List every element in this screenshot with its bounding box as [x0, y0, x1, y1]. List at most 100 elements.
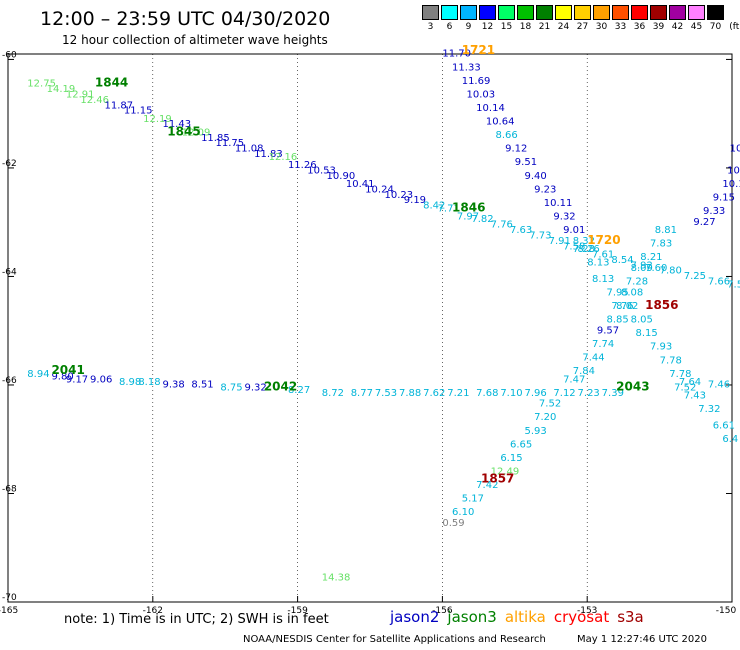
credit-text: NOAA/NESDIS Center for Satellite Applica… [243, 634, 546, 645]
swh-value: 7.52 [674, 382, 696, 393]
swh-value: 10.0 [727, 165, 740, 176]
legend-swatch [707, 5, 724, 20]
legend-label: 21 [538, 22, 551, 32]
swh-value: 7.39 [602, 388, 624, 399]
swh-value: 9.57 [597, 325, 619, 336]
swh-value: 9.40 [524, 171, 546, 182]
legend-label: 42 [671, 22, 684, 32]
swh-value: 7.83 [650, 239, 672, 250]
swh-value: 8.27 [288, 385, 310, 396]
swh-value: 7.61 [592, 249, 614, 260]
swh-value: 8.72 [322, 388, 344, 399]
legend-label: 30 [595, 22, 608, 32]
swh-value: 8.54 [611, 255, 633, 266]
lon-label: -165 [0, 606, 18, 616]
pass-time-label: 1846 [452, 200, 485, 214]
legend-label: 45 [690, 22, 703, 32]
swh-value: 7.93 [650, 342, 672, 353]
legend-label: 36 [633, 22, 646, 32]
swh-value: 7.92 [631, 260, 653, 271]
legend-swatch [536, 5, 553, 20]
swh-value: 8.81 [655, 225, 677, 236]
swh-value: 12.49 [491, 466, 520, 477]
swh-value: 11.08 [235, 144, 264, 155]
legend-label: 18 [519, 22, 532, 32]
lat-label: -62 [2, 159, 17, 169]
swh-value: 8.21 [640, 252, 662, 263]
legend-units: (ft) [729, 22, 740, 32]
swh-value: 7.20 [534, 412, 556, 423]
swh-value: 12.91 [66, 89, 95, 100]
swh-value: 7.53 [727, 279, 740, 290]
lat-label: -64 [2, 267, 17, 277]
swh-value: 10.41 [346, 179, 375, 190]
satellite-jason3: jason3 [447, 608, 497, 626]
lon-label: -162 [143, 606, 163, 616]
swh-value: 7.66 [708, 277, 730, 288]
swh-value: 11.83 [254, 149, 283, 160]
swh-value: 7.88 [399, 388, 421, 399]
swh-value: 7.73 [529, 230, 551, 241]
swh-value: 7.74 [592, 339, 614, 350]
pass-time-label: 1844 [95, 76, 128, 90]
swh-value: 12.16 [269, 152, 298, 163]
credit-line: NOAA/NESDIS Center for Satellite Applica… [243, 634, 707, 645]
swh-value: 7.47 [563, 374, 585, 385]
swh-value: 7.84 [573, 366, 595, 377]
swh-value: 8.02 [616, 301, 638, 312]
legend-label: 15 [500, 22, 513, 32]
swh-value: 7.80 [660, 266, 682, 277]
swh-value: 7.44 [582, 353, 604, 364]
lon-label: -156 [432, 606, 453, 616]
legend-swatch [631, 5, 648, 20]
swh-value: 7.12 [553, 388, 575, 399]
pass-time-label: 2041 [51, 363, 84, 377]
swh-value: 7.25 [684, 271, 706, 282]
swh-value: 9.06 [90, 374, 112, 385]
swh-value: 10.03 [467, 89, 496, 100]
swh-value: 11.87 [105, 100, 134, 111]
swh-value: 8.05 [631, 315, 653, 326]
swh-value: 11.26 [288, 160, 317, 171]
swh-value: 7.32 [698, 404, 720, 415]
swh-value: 7.91 [549, 236, 571, 247]
lat-label: -60 [2, 50, 17, 60]
legend-label: 27 [576, 22, 589, 32]
legend-swatch [688, 5, 705, 20]
legend-swatch [441, 5, 458, 20]
swh-value: 7.96 [524, 388, 546, 399]
legend-swatch [422, 5, 439, 20]
swh-value: 7.78 [660, 355, 682, 366]
lat-label: -66 [2, 376, 17, 386]
legend-label: 12 [481, 22, 494, 32]
swh-value: 0.59 [442, 518, 464, 529]
swh-value: 7.95 [607, 287, 629, 298]
legend-label: 24 [557, 22, 570, 32]
legend-swatch [612, 5, 629, 20]
swh-value: 10.53 [307, 165, 336, 176]
legend-label: 6 [446, 22, 453, 32]
swh-value: 7.62 [423, 388, 445, 399]
map-frame [7, 53, 733, 603]
swh-value: 8.85 [607, 315, 629, 326]
lat-label: -70 [2, 593, 17, 603]
legend-swatch [460, 5, 477, 20]
legend-swatch [650, 5, 667, 20]
swh-value: 7.97 [457, 211, 479, 222]
legend-label: 9 [465, 22, 472, 32]
swh-value: 6.61 [713, 420, 735, 431]
legend-label: 70 [709, 22, 722, 32]
swh-value: 8.13 [587, 258, 609, 269]
swh-value: 10.24 [365, 184, 394, 195]
swh-value: 9.19 [404, 195, 426, 206]
swh-value: 9.33 [703, 206, 725, 217]
swh-value: 7.58 [563, 241, 585, 252]
swh-value: 14.38 [322, 572, 351, 583]
swh-value: 11.33 [452, 62, 481, 73]
legend-swatch [479, 5, 496, 20]
pass-time-label: 1857 [481, 472, 514, 486]
swh-value: 7.60 [645, 263, 667, 274]
swh-value: 8.94 [27, 369, 49, 380]
swh-value: 7.76 [611, 301, 633, 312]
